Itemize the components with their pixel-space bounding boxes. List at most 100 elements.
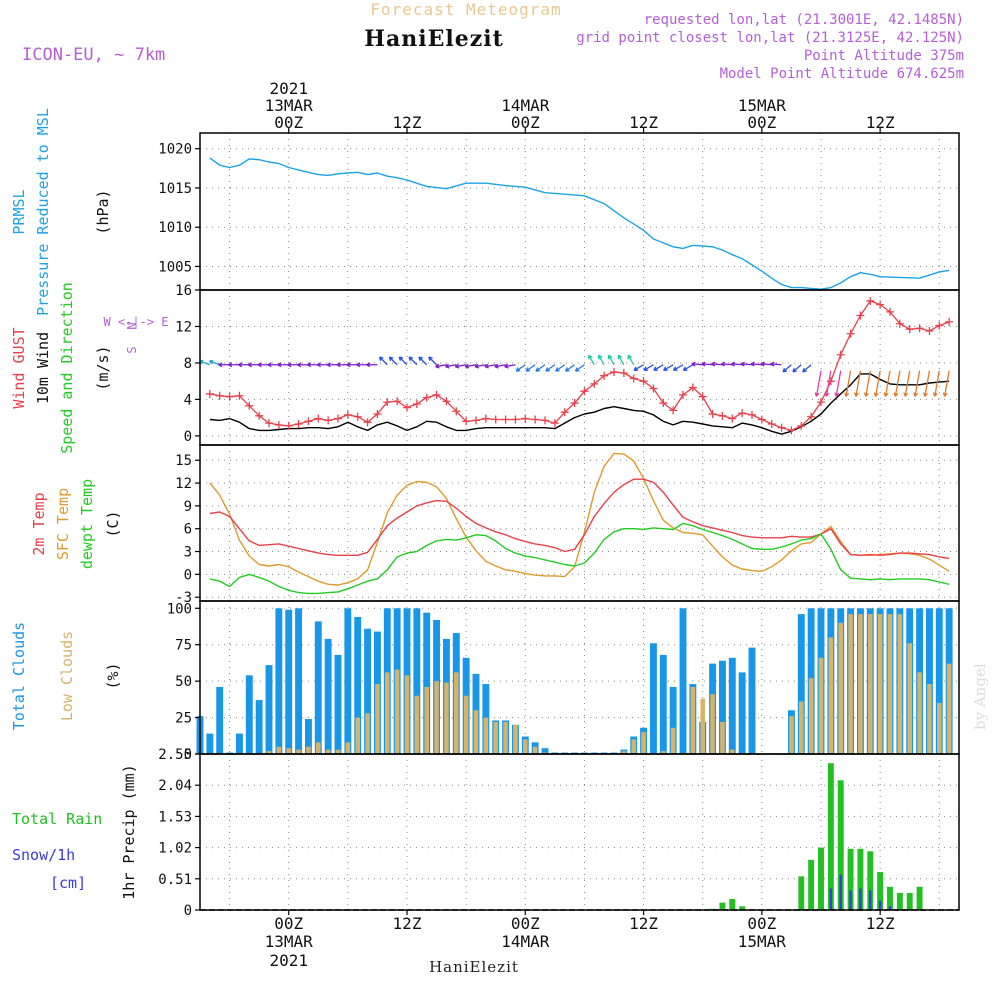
wind-gust-marker	[501, 415, 510, 424]
wind-direction-arrow	[701, 361, 713, 367]
snow-bar	[829, 888, 833, 910]
wind-direction-arrow	[504, 363, 516, 369]
precip-ytick-label: 0.51	[158, 872, 192, 888]
top-time-label: 15MAR	[738, 96, 787, 115]
wind-direction-arrow	[844, 370, 852, 397]
compass-south: S	[125, 346, 139, 353]
wind-direction-arrow	[378, 356, 388, 366]
wind-direction-arrow	[494, 363, 506, 369]
low-cloud-bar	[828, 637, 834, 754]
wind-gust-marker	[718, 411, 727, 420]
low-cloud-bar	[385, 672, 390, 754]
wind-direction-arrow	[711, 361, 723, 367]
total-cloud-bar	[659, 654, 667, 754]
wind-direction-arrow	[555, 364, 566, 372]
low-cloud-bar	[927, 684, 932, 754]
wind-gust-marker	[797, 421, 806, 430]
wind-gust-marker	[304, 417, 313, 426]
wind-gust-marker	[412, 399, 421, 408]
low-cloud-bar	[641, 732, 646, 754]
precip-ytick-label: 1.02	[158, 841, 192, 857]
low-cloud-bar	[937, 703, 942, 754]
wind-direction-arrow	[515, 364, 526, 372]
wind-gust-marker	[866, 296, 875, 305]
wind-direction-arrow	[792, 364, 802, 373]
total-cloud-bar	[649, 643, 657, 754]
wind-direction-arrow	[316, 362, 329, 368]
wind-gust-marker	[491, 415, 500, 424]
wind-gust-marker	[422, 393, 431, 402]
total-cloud-bar	[324, 638, 332, 754]
snow-bar	[888, 906, 892, 910]
wind-direction-arrow	[913, 370, 921, 397]
location-title: HaniElezit	[364, 26, 504, 52]
wind-gust-marker	[284, 421, 293, 430]
wind-gust-marker	[541, 416, 549, 425]
precip-ytick-label: 1.53	[158, 809, 192, 825]
wind-direction-arrow	[942, 370, 950, 397]
chart-title: Forecast Meteogram	[370, 0, 561, 19]
total-cloud-bar	[797, 614, 805, 754]
snow-bar	[839, 874, 842, 910]
bottom-time-label: 14MAR	[501, 932, 550, 951]
clouds-ytick-label: 100	[167, 601, 192, 617]
rain-bar	[827, 763, 834, 910]
wind-direction-arrow	[854, 370, 862, 397]
wind-gust-marker	[886, 307, 894, 316]
temperature-frame	[199, 444, 960, 602]
wind-gust-marker	[393, 397, 402, 406]
total-cloud-bar	[679, 608, 687, 754]
requested-coords: requested lon,lat (21.3001E, 42.1485N)	[644, 12, 964, 28]
low-cloud-bar	[434, 681, 439, 754]
low-cloud-bar	[661, 751, 666, 754]
wind-speed-line	[209, 373, 950, 435]
wind-gust-marker	[560, 408, 569, 417]
low-cloud-bar	[838, 622, 843, 754]
low-cloud-bar	[858, 614, 863, 754]
wind-direction-arrow	[627, 354, 635, 366]
wind-gust-marker	[235, 391, 244, 400]
wind-gust-marker	[205, 389, 214, 398]
low-cloud-bar	[897, 614, 903, 754]
wind-direction-arrow	[588, 354, 595, 366]
bottom-time-label: 2021	[269, 951, 308, 970]
wind-direction-arrow	[672, 364, 684, 371]
pressure-label: PRMSL	[10, 189, 28, 234]
bottom-time-label: 12Z	[393, 914, 422, 933]
total-cloud-bar	[344, 608, 352, 754]
rain-bar	[847, 848, 854, 910]
point-altitude: Point Altitude 375m	[804, 48, 964, 64]
wind-gust-marker	[728, 414, 737, 423]
rain-bar	[887, 886, 893, 910]
wind-gust-marker	[610, 368, 618, 377]
wind-gust-marker	[225, 392, 234, 401]
total-cloud-bar	[265, 665, 273, 754]
wind-direction-arrow	[199, 359, 211, 366]
low-cloud-bar	[710, 694, 715, 754]
wind-gust-marker	[255, 411, 264, 420]
snow-bar	[878, 900, 882, 910]
pressure-frame	[199, 132, 960, 291]
low-cloud-bar	[424, 686, 429, 754]
wind-direction-arrow	[663, 364, 674, 371]
wind-direction-arrow	[682, 364, 694, 371]
low-cloud-bar	[463, 695, 469, 754]
wind-gust-marker	[649, 384, 658, 393]
low-cloud-bar	[335, 749, 341, 754]
wind-direction-arrow	[366, 362, 378, 368]
low-cloud-bar	[877, 614, 883, 754]
low-cloud-bar	[532, 746, 538, 754]
total-cloud-bar	[304, 719, 312, 754]
wind-gust-marker	[472, 416, 480, 425]
low-cloud-bar	[365, 713, 370, 754]
top-time-label: 12Z	[866, 113, 895, 132]
wind-gust-marker	[511, 415, 520, 424]
low-cloud-bar	[345, 742, 351, 754]
low-cloud-bar	[503, 721, 508, 754]
rain-bar	[808, 859, 815, 910]
wind-gust-marker	[836, 350, 845, 359]
wind-gust-marker	[353, 412, 362, 421]
snow-unit-label: [cm]	[50, 874, 86, 892]
total-cloud-bar	[245, 675, 253, 754]
compass-axis: W <-|-> E	[103, 315, 168, 329]
